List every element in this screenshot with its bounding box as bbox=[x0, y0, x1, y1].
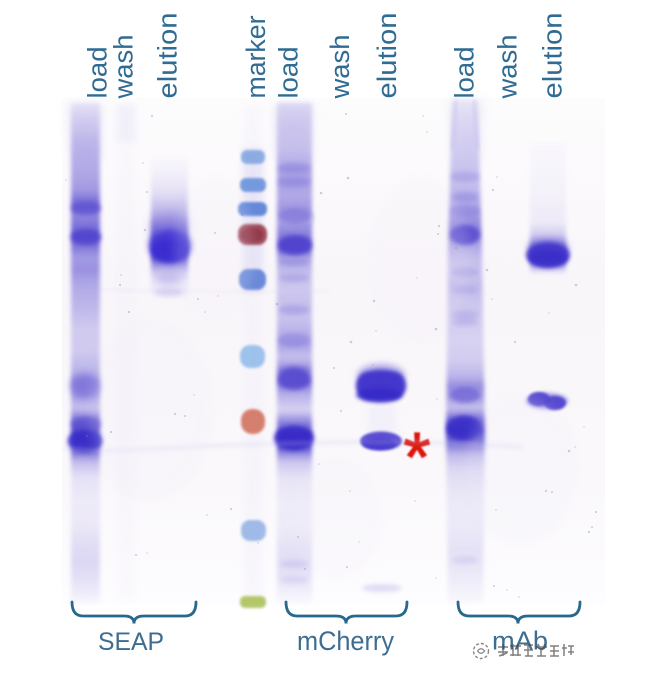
svg-text:elution: elution bbox=[372, 13, 402, 99]
svg-text:load: load bbox=[83, 47, 113, 99]
svg-text:mCherry: mCherry bbox=[297, 626, 394, 656]
svg-text:wash: wash bbox=[109, 35, 139, 100]
svg-text:wash: wash bbox=[325, 35, 355, 100]
svg-text:elution: elution bbox=[153, 13, 183, 99]
svg-text:load: load bbox=[450, 47, 480, 99]
svg-text:*: * bbox=[403, 418, 430, 496]
svg-text:marker: marker bbox=[241, 16, 271, 99]
svg-text:SEAP: SEAP bbox=[98, 628, 164, 656]
svg-text:wash: wash bbox=[493, 35, 523, 100]
svg-text:load: load bbox=[274, 47, 304, 99]
svg-text:mAb: mAb bbox=[492, 626, 548, 656]
svg-text:elution: elution bbox=[538, 13, 568, 99]
